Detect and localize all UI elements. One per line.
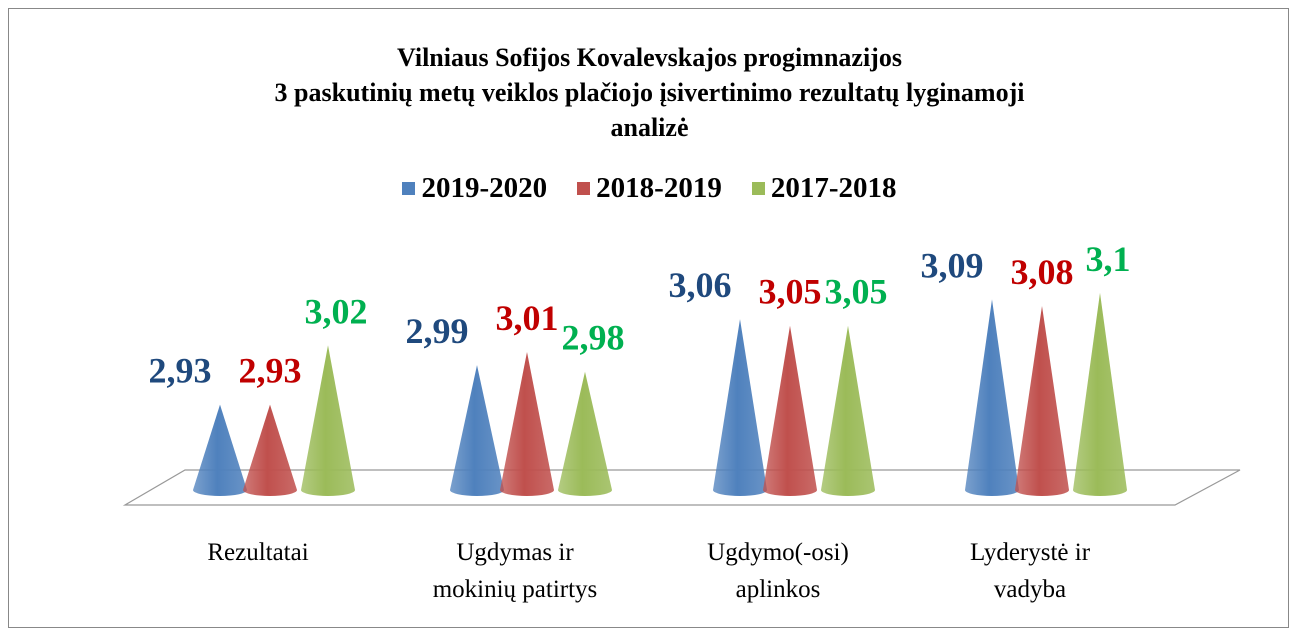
data-label: 2,98 [562,318,625,358]
data-label: 2,99 [406,311,469,351]
legend-swatch [402,182,416,195]
data-label: 3,1 [1086,239,1131,279]
data-label: 3,08 [1011,252,1074,292]
legend-item: 2019-2020 [402,172,547,205]
legend-swatch [577,182,591,195]
plot: 2,93 2,99 3,06 3,09 2,93 3,01 3,05 3,08 3,02 2,98… [122,239,1241,506]
data-label: 3,06 [669,265,732,305]
legend-item: 2017-2018 [751,172,897,205]
data-label: 3,05 [759,272,822,312]
data-label: 3,05 [825,272,888,312]
floor [122,469,1241,506]
cone [243,404,297,496]
chart: Vilniaus Sofijos Kovalevskajos progimnaz… [0,8,1299,628]
cone [193,404,247,496]
data-label: 2,93 [149,351,212,391]
cone [450,365,504,496]
x-tick-label: Ugdymo(-osi) aplinkos [707,539,849,603]
cone [558,371,612,496]
cone [301,345,355,496]
cone [713,319,767,496]
cone [500,352,554,496]
legend: 2019-2020 2018-2019 2017-2018 [0,172,1299,205]
cone [965,299,1019,496]
legend-swatch [751,182,765,195]
x-tick-label: Ugdymas ir mokinių patirtys [432,539,598,603]
data-label: 2,93 [239,351,302,391]
legend-item: 2018-2019 [577,172,722,205]
cone [821,325,875,496]
legend-label: 2019-2020 [421,172,548,204]
x-tick-label: Lyderystė ir vadyba [969,539,1091,603]
data-label: 3,01 [496,298,559,338]
data-label: 3,02 [305,291,368,331]
cone [763,325,817,496]
legend-label: 2017-2018 [770,172,897,204]
data-label: 3,09 [921,245,984,285]
legend-label: 2018-2019 [596,172,722,204]
chart-title: Vilniaus Sofijos Kovalevskajos progimnaz… [274,43,1025,142]
cone [1015,306,1069,496]
cone [1073,292,1127,496]
x-tick-label: Rezultatai [207,539,309,566]
